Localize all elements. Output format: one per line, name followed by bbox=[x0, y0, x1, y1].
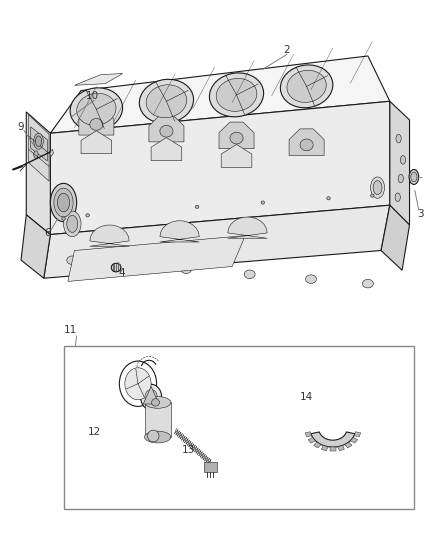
Ellipse shape bbox=[141, 384, 162, 410]
Text: 3: 3 bbox=[417, 209, 424, 219]
Ellipse shape bbox=[409, 169, 419, 184]
Polygon shape bbox=[321, 446, 328, 451]
Polygon shape bbox=[50, 56, 390, 133]
Polygon shape bbox=[308, 438, 315, 443]
Polygon shape bbox=[289, 129, 324, 156]
Ellipse shape bbox=[34, 151, 38, 158]
Ellipse shape bbox=[145, 431, 171, 443]
Polygon shape bbox=[311, 432, 355, 447]
Ellipse shape bbox=[371, 177, 385, 198]
Polygon shape bbox=[381, 205, 410, 270]
Ellipse shape bbox=[230, 132, 243, 144]
Ellipse shape bbox=[261, 201, 265, 204]
Ellipse shape bbox=[148, 430, 159, 442]
Polygon shape bbox=[90, 225, 129, 246]
Polygon shape bbox=[49, 149, 53, 157]
Ellipse shape bbox=[395, 193, 400, 201]
Polygon shape bbox=[28, 115, 49, 181]
Polygon shape bbox=[204, 462, 217, 472]
Polygon shape bbox=[50, 101, 390, 235]
Text: 11: 11 bbox=[64, 326, 77, 335]
Text: 12: 12 bbox=[88, 427, 101, 437]
Ellipse shape bbox=[145, 390, 157, 405]
Ellipse shape bbox=[216, 78, 257, 111]
Polygon shape bbox=[354, 432, 360, 437]
Polygon shape bbox=[305, 432, 311, 437]
Ellipse shape bbox=[145, 397, 171, 408]
Ellipse shape bbox=[411, 172, 417, 182]
Ellipse shape bbox=[244, 270, 255, 279]
Ellipse shape bbox=[371, 194, 374, 197]
Ellipse shape bbox=[327, 197, 330, 200]
Polygon shape bbox=[219, 122, 254, 149]
Ellipse shape bbox=[195, 205, 199, 208]
Text: 4: 4 bbox=[118, 268, 125, 278]
Polygon shape bbox=[338, 446, 344, 451]
Polygon shape bbox=[151, 138, 182, 160]
Ellipse shape bbox=[34, 133, 43, 149]
Polygon shape bbox=[143, 386, 159, 404]
Ellipse shape bbox=[160, 125, 173, 137]
Ellipse shape bbox=[373, 181, 382, 195]
Ellipse shape bbox=[111, 263, 121, 272]
Ellipse shape bbox=[119, 361, 157, 406]
Ellipse shape bbox=[77, 93, 116, 125]
Bar bbox=[64, 346, 414, 509]
Polygon shape bbox=[26, 112, 50, 235]
Polygon shape bbox=[44, 205, 390, 278]
Ellipse shape bbox=[280, 65, 333, 108]
Ellipse shape bbox=[125, 368, 151, 400]
Polygon shape bbox=[81, 131, 112, 154]
Polygon shape bbox=[314, 442, 321, 448]
Ellipse shape bbox=[119, 260, 130, 269]
Polygon shape bbox=[145, 402, 171, 437]
Polygon shape bbox=[79, 108, 114, 135]
Ellipse shape bbox=[400, 156, 406, 164]
Text: 14: 14 bbox=[300, 392, 313, 402]
Ellipse shape bbox=[67, 256, 78, 264]
Polygon shape bbox=[149, 115, 184, 142]
Ellipse shape bbox=[64, 211, 81, 237]
Ellipse shape bbox=[35, 136, 42, 147]
Ellipse shape bbox=[209, 73, 264, 117]
Ellipse shape bbox=[57, 193, 70, 212]
Polygon shape bbox=[68, 236, 245, 281]
Ellipse shape bbox=[139, 79, 194, 123]
Ellipse shape bbox=[152, 399, 159, 406]
Polygon shape bbox=[31, 127, 47, 161]
Polygon shape bbox=[160, 221, 199, 242]
Polygon shape bbox=[390, 101, 410, 225]
Ellipse shape bbox=[50, 183, 77, 222]
Text: 9: 9 bbox=[18, 122, 25, 132]
Ellipse shape bbox=[398, 174, 403, 183]
Polygon shape bbox=[345, 442, 352, 448]
Polygon shape bbox=[330, 447, 336, 451]
Polygon shape bbox=[21, 215, 50, 278]
Text: 10: 10 bbox=[85, 91, 99, 101]
Ellipse shape bbox=[305, 275, 316, 284]
Ellipse shape bbox=[90, 118, 103, 130]
Text: 6: 6 bbox=[44, 229, 51, 238]
Text: 2: 2 bbox=[283, 45, 290, 55]
Ellipse shape bbox=[287, 70, 326, 102]
Ellipse shape bbox=[62, 217, 65, 220]
Ellipse shape bbox=[180, 265, 192, 273]
Text: 13: 13 bbox=[182, 446, 195, 455]
Polygon shape bbox=[350, 438, 358, 443]
Ellipse shape bbox=[300, 139, 313, 151]
Polygon shape bbox=[221, 144, 252, 167]
Ellipse shape bbox=[67, 215, 78, 232]
Ellipse shape bbox=[362, 279, 373, 288]
Ellipse shape bbox=[54, 188, 73, 217]
Polygon shape bbox=[228, 217, 267, 238]
Ellipse shape bbox=[86, 214, 89, 217]
Polygon shape bbox=[74, 74, 123, 85]
Ellipse shape bbox=[70, 88, 123, 131]
Ellipse shape bbox=[146, 85, 187, 118]
Ellipse shape bbox=[396, 134, 401, 143]
